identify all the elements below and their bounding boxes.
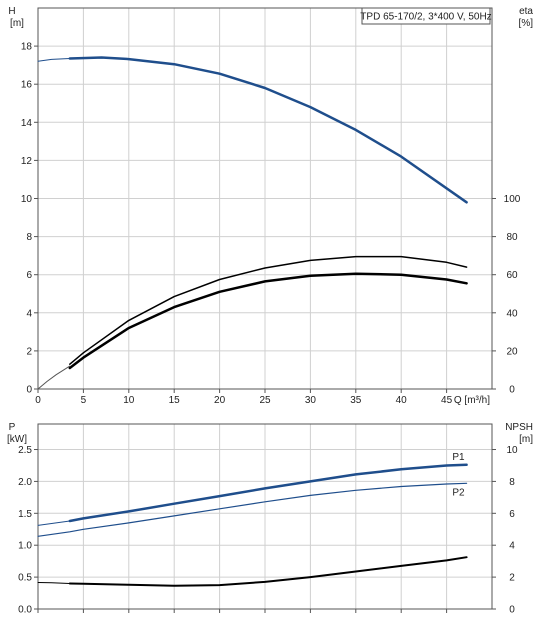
y-left-tick-label: 16	[21, 80, 33, 91]
series-label: P2	[452, 487, 465, 498]
y-left-tick-label: 4	[26, 308, 32, 319]
y-left-axis-label: H	[8, 6, 15, 17]
x-tick-label: 5	[81, 395, 87, 406]
x-axis-label: Q [m³/h]	[454, 395, 490, 406]
y-left-tick-label: 0.0	[18, 605, 32, 616]
series-line-0-2	[69, 255, 468, 365]
y-left-tick-label: 1.5	[18, 509, 32, 520]
series-line-1-2	[37, 482, 468, 537]
y-left-tick-label: 14	[21, 118, 33, 129]
y-right-tick-label: 100	[504, 194, 521, 205]
y-right-axis-label: NPSH	[505, 422, 533, 433]
y-right-axis-unit: [%]	[519, 18, 534, 29]
series-line-1-1	[37, 520, 71, 526]
y-left-axis-unit: [kW]	[7, 434, 27, 445]
x-tick-label: 15	[169, 395, 181, 406]
chart-title: TPD 65-170/2, 3*400 V, 50Hz	[360, 12, 491, 23]
x-tick-label: 25	[259, 395, 271, 406]
y-left-tick-label: 2.5	[18, 445, 32, 456]
y-left-tick-label: 1.0	[18, 541, 32, 552]
x-tick-label: 10	[123, 395, 135, 406]
y-right-tick-label: 10	[506, 445, 518, 456]
y-right-tick-label: 0	[509, 385, 515, 396]
series-line-0-1	[37, 58, 71, 62]
y-right-tick-label: 40	[506, 308, 518, 319]
y-left-tick-label: 18	[21, 42, 33, 53]
y-left-tick-label: 10	[21, 194, 33, 205]
series-line-0-4	[37, 365, 71, 390]
y-left-tick-label: 0.5	[18, 573, 32, 584]
y-left-axis-unit: [m]	[10, 18, 24, 29]
y-left-tick-label: 0	[26, 385, 32, 396]
series-line-1-4	[37, 582, 71, 584]
y-left-tick-label: 8	[26, 232, 32, 243]
y-left-tick-label: 12	[21, 156, 33, 167]
y-right-tick-label: 0	[509, 605, 515, 616]
y-right-axis-unit: [m]	[519, 434, 533, 445]
x-tick-label: 45	[441, 395, 453, 406]
y-right-tick-label: 8	[509, 477, 515, 488]
series-line-0-3	[68, 272, 468, 370]
series-line-0-0	[68, 56, 468, 204]
x-tick-label: 0	[35, 395, 41, 406]
x-tick-label: 40	[396, 395, 408, 406]
y-right-axis-label: eta	[519, 6, 533, 17]
y-left-tick-label: 6	[26, 270, 32, 281]
y-right-tick-label: 20	[506, 346, 518, 357]
y-right-tick-label: 6	[509, 509, 515, 520]
series-line-1-3	[68, 556, 468, 587]
y-right-tick-label: 80	[506, 232, 518, 243]
series-line-1-0	[68, 463, 468, 523]
y-left-axis-label: P	[9, 422, 16, 433]
series-label: P1	[452, 452, 465, 463]
x-tick-label: 35	[350, 395, 362, 406]
y-left-tick-label: 2.0	[18, 477, 32, 488]
x-tick-label: 20	[214, 395, 226, 406]
y-right-tick-label: 4	[509, 541, 515, 552]
y-right-tick-label: 60	[506, 270, 518, 281]
y-left-tick-label: 2	[26, 346, 32, 357]
x-tick-label: 30	[305, 395, 317, 406]
y-right-tick-label: 2	[509, 573, 515, 584]
chart-title-box	[361, 7, 491, 25]
